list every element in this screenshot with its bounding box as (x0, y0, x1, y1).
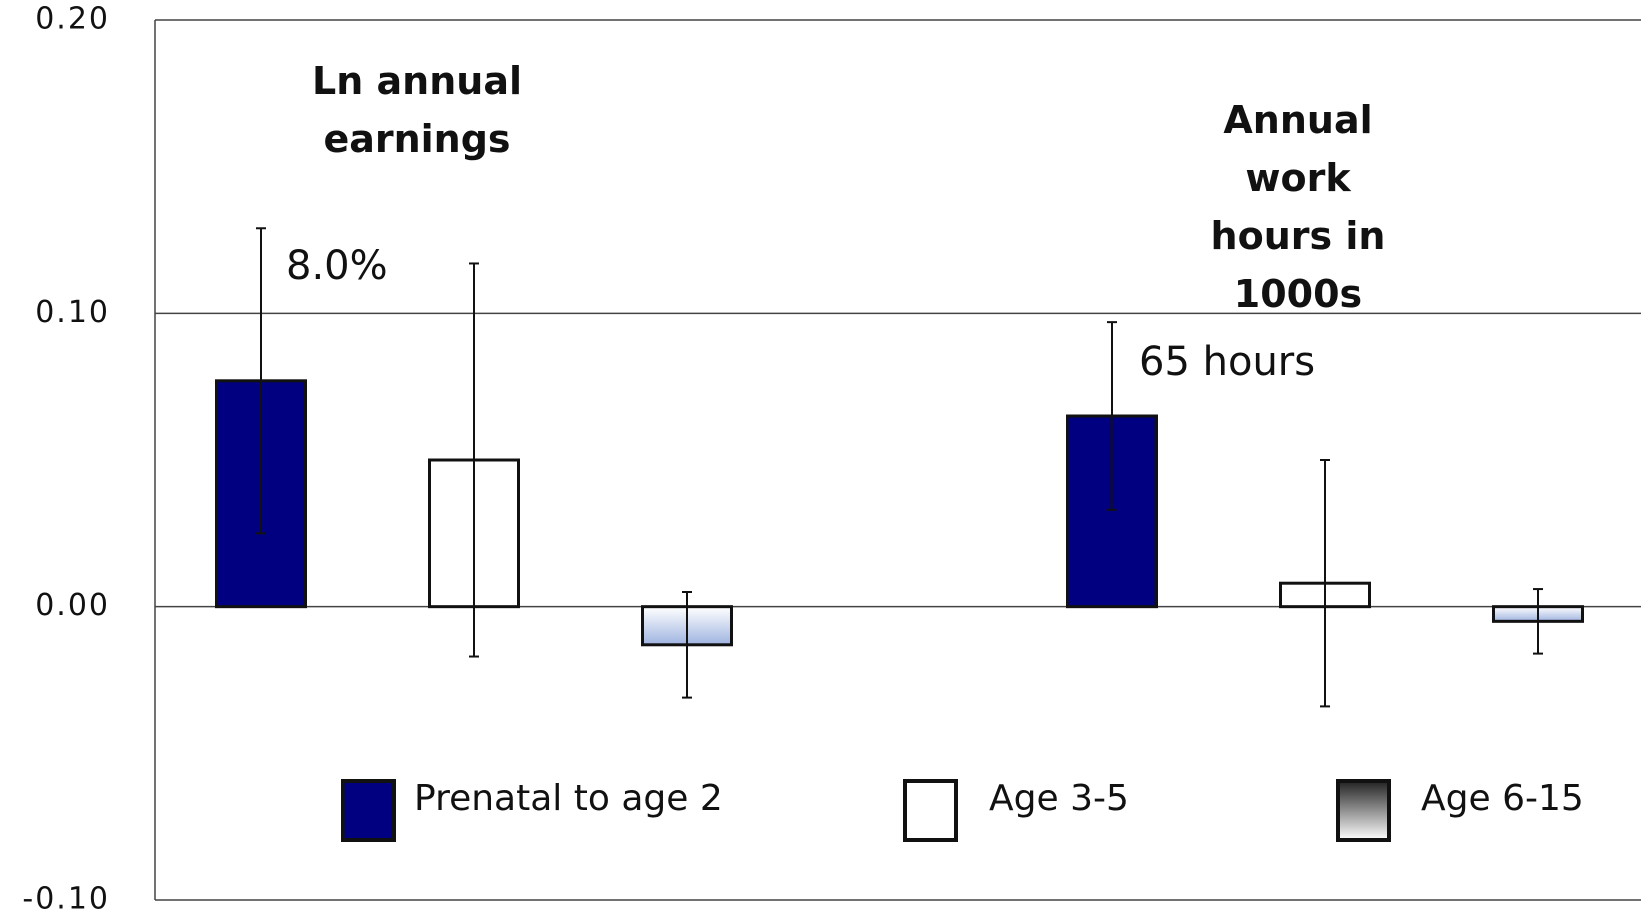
y-tick-label: -0.10 (22, 882, 110, 917)
annotation: 65 hours (1139, 339, 1315, 385)
legend-swatch (1336, 779, 1391, 842)
y-tick-label: 0.00 (35, 588, 110, 623)
legend-label: Age 3-5 (989, 778, 1129, 819)
group-title: Ln annual earnings (312, 59, 522, 161)
annotation: 8.0% (286, 243, 388, 289)
legend-swatch (903, 779, 958, 842)
legend-label: Prenatal to age 2 (414, 778, 723, 819)
y-tick-label: 0.20 (35, 2, 110, 37)
legend-label: Age 6-15 (1421, 778, 1584, 819)
group-title: Annual work hours in 1000s (1210, 98, 1386, 316)
y-tick-label: 0.10 (35, 295, 110, 330)
legend-swatch (341, 779, 396, 842)
